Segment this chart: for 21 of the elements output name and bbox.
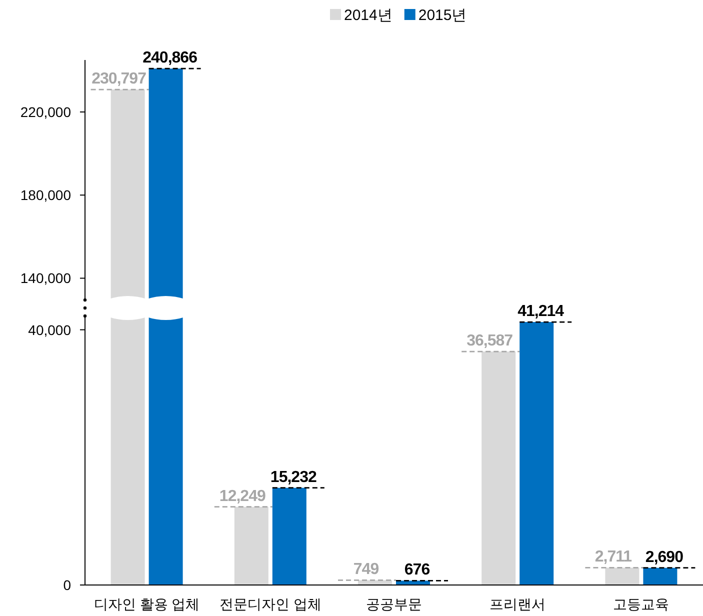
x-tick-label: 전문디자인 업체	[219, 596, 322, 612]
data-label: 240,866	[142, 50, 198, 67]
y-tick-label: 0	[63, 577, 72, 593]
x-tick-label: 디자인 활용 업체	[94, 596, 200, 612]
x-tick-label: 프리랜서	[490, 596, 546, 612]
data-label: 2,690	[645, 548, 684, 566]
data-label: 36,587	[466, 332, 514, 350]
data-label: 41,214	[518, 303, 564, 320]
y-tick-label: 180,000	[20, 187, 72, 204]
data-label: 749	[353, 561, 380, 578]
data-label: 2,711	[594, 548, 632, 566]
y-tick-label: 40,000	[28, 322, 72, 338]
legend-label: 2015년	[418, 7, 467, 24]
data-label: 12,249	[219, 488, 266, 505]
legend-label: 2014년	[344, 7, 392, 24]
data-label: 676	[404, 562, 430, 579]
data-label: 15,232	[270, 468, 317, 486]
x-tick-label: 고등교육	[613, 596, 670, 612]
x-tick-label: 공공부문	[366, 596, 422, 612]
y-tick-label: 220,000	[20, 104, 72, 120]
y-tick-label: 140,000	[20, 270, 72, 286]
